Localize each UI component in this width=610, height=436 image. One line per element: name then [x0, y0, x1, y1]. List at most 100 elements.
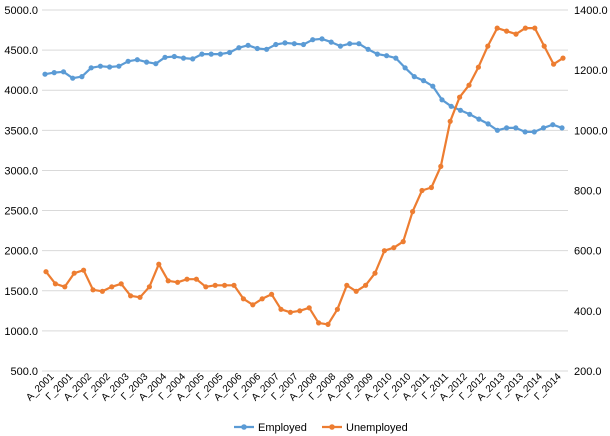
- data-point: [62, 284, 68, 290]
- data-point: [328, 39, 334, 45]
- data-point: [438, 163, 444, 169]
- data-point: [540, 125, 547, 131]
- data-point: [522, 129, 528, 135]
- data-point: [259, 296, 265, 302]
- data-point: [393, 55, 399, 61]
- data-point: [363, 282, 369, 288]
- data-point: [291, 41, 297, 47]
- series-unemployed: [43, 25, 566, 327]
- data-point: [467, 111, 473, 117]
- data-point: [522, 25, 529, 31]
- data-point: [494, 127, 500, 133]
- right-axis: 200.0 400.0 600.0 800.0 1000.0 1200.0 1400.0: [574, 5, 608, 378]
- x-axis: A_2001Г_2001A_2002Г_2002A_2003Г_2003A_20…: [24, 371, 564, 403]
- data-point: [347, 41, 353, 47]
- data-point: [43, 269, 49, 275]
- data-point: [485, 121, 491, 127]
- data-point: [273, 41, 279, 48]
- data-point: [430, 83, 436, 89]
- data-point: [134, 57, 140, 63]
- y-right-tick-label: 200.0: [574, 366, 602, 378]
- data-point: [282, 40, 288, 46]
- data-point: [411, 74, 417, 80]
- data-point: [476, 116, 482, 122]
- data-point: [457, 94, 463, 100]
- data-point: [504, 28, 510, 34]
- legend-label: Unemployed: [346, 422, 408, 434]
- data-point: [297, 308, 303, 314]
- data-point: [325, 321, 331, 327]
- y-left-tick-label: 5000.0: [4, 5, 38, 17]
- data-point: [466, 82, 472, 88]
- data-point: [128, 293, 134, 299]
- data-point: [400, 239, 406, 245]
- left-axis: 500.0 1000.0 1500.0 2000.0 2500.0 3000.0 3500.…: [4, 5, 38, 378]
- data-point: [231, 282, 237, 288]
- data-point: [137, 294, 143, 300]
- series-line-unemployed: [45, 27, 564, 326]
- y-left-tick-label: 4500.0: [4, 45, 38, 57]
- data-point: [306, 305, 312, 311]
- data-point: [550, 122, 556, 128]
- data-point: [475, 64, 481, 70]
- series-employed: [42, 36, 565, 135]
- data-point: [504, 125, 510, 131]
- data-point: [372, 270, 378, 276]
- y-left-tick-label: 2500.0: [4, 206, 38, 218]
- data-point: [560, 55, 566, 61]
- y-left-tick-label: 1500.0: [4, 286, 38, 298]
- data-point: [278, 306, 284, 312]
- data-point: [245, 42, 251, 48]
- data-point: [319, 36, 325, 42]
- data-point: [428, 184, 434, 191]
- data-point: [513, 31, 519, 37]
- data-point: [365, 46, 371, 52]
- data-point: [485, 43, 491, 49]
- data-point: [227, 49, 233, 56]
- data-point: [212, 282, 218, 288]
- legend-marker: [329, 424, 335, 430]
- data-point: [125, 58, 131, 64]
- data-point: [448, 103, 454, 109]
- data-point: [381, 248, 387, 254]
- data-point: [457, 107, 463, 113]
- data-point: [146, 284, 152, 290]
- data-point: [240, 296, 246, 302]
- data-point: [97, 63, 103, 69]
- data-point: [300, 41, 307, 48]
- data-point: [175, 279, 181, 285]
- data-point: [374, 51, 380, 57]
- data-point: [190, 56, 196, 62]
- data-point: [447, 118, 453, 124]
- data-point: [88, 65, 94, 71]
- y-left-tick-label: 1000.0: [4, 326, 38, 338]
- data-point: [531, 129, 537, 135]
- data-point: [109, 284, 115, 290]
- data-point: [171, 53, 177, 60]
- data-point: [203, 284, 209, 290]
- data-point: [51, 70, 57, 76]
- data-point: [439, 97, 445, 103]
- data-point: [208, 51, 214, 57]
- data-point: [52, 281, 59, 287]
- data-point: [42, 71, 48, 77]
- y-right-tick-label: 600.0: [574, 246, 602, 258]
- data-point: [162, 54, 168, 60]
- y-right-tick-label: 400.0: [574, 306, 602, 318]
- data-point: [70, 75, 76, 81]
- data-point: [90, 287, 96, 293]
- data-point: [532, 25, 538, 31]
- legend-marker: [241, 424, 247, 430]
- data-point: [410, 209, 416, 215]
- data-point: [99, 288, 105, 294]
- data-point: [541, 43, 547, 49]
- data-point: [316, 320, 322, 326]
- data-point: [144, 59, 150, 65]
- data-point: [217, 51, 223, 57]
- data-point: [180, 55, 187, 61]
- data-point: [513, 125, 519, 131]
- data-point: [287, 309, 293, 315]
- y-left-tick-label: 2000.0: [4, 246, 38, 258]
- data-point: [344, 282, 350, 288]
- data-point: [269, 291, 275, 297]
